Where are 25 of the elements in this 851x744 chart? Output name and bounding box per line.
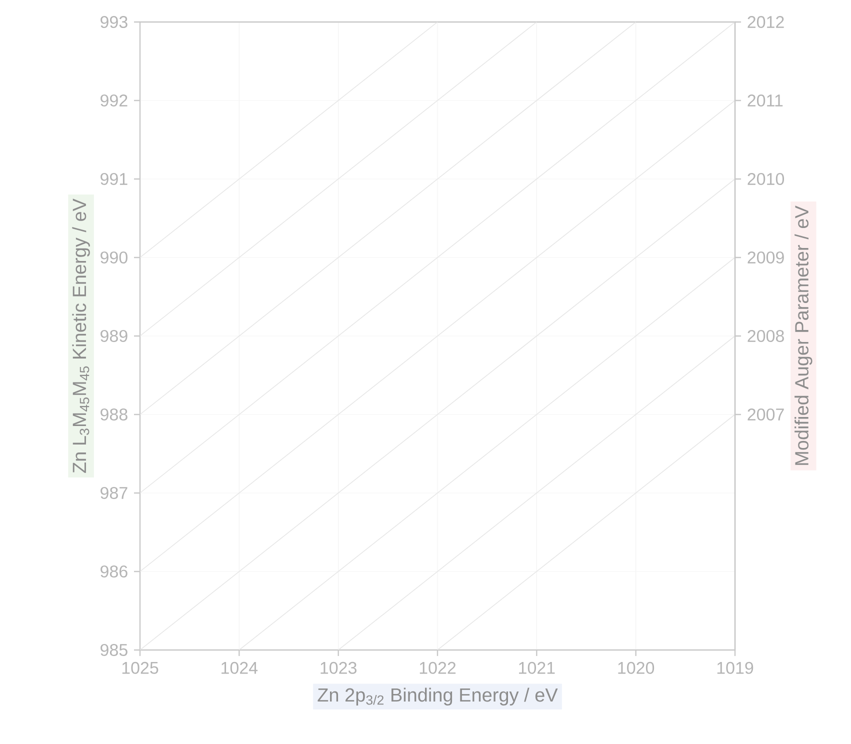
x-tick-label: 1025 [122, 662, 158, 674]
x-tick-label: 1020 [618, 662, 654, 674]
x-tick-label: 1023 [320, 662, 356, 674]
y-tick-label: 987 [100, 486, 128, 500]
y-axis-title: Zn L$_{3}$M$_{45}$M$_{45}$ Kinetic Energy / eV [72, 198, 90, 473]
x-tick-label: 1021 [519, 662, 555, 674]
y2-tick-label: 2012 [748, 16, 784, 28]
y2-tick-label: 2007 [748, 408, 784, 421]
y-tick-label: 990 [100, 251, 128, 264]
y2-tick-label: 2011 [748, 94, 783, 107]
x-tick-label: 1019 [717, 662, 754, 674]
y-tick-label: 993 [100, 16, 128, 28]
y-tick-label: 991 [100, 172, 128, 186]
y-tick-label: 988 [100, 408, 128, 421]
y-tick-label: 985 [100, 644, 128, 656]
y2-tick-label: 2010 [748, 172, 784, 186]
x-tick-label: 1024 [222, 662, 258, 674]
x-tick-label: 1022 [420, 662, 456, 674]
y2-tick-label: 2008 [748, 330, 784, 342]
y-tick-label: 992 [100, 94, 128, 107]
y-tick-label: 986 [100, 565, 128, 578]
y2-tick-label: 2009 [748, 251, 784, 264]
y2-axis-title: Modified Auger Parameter / eV [794, 206, 812, 465]
y-tick-label: 989 [100, 330, 128, 342]
x-axis-title: Zn 2p$_{3/2}$ Binding Energy / eV [318, 688, 558, 706]
